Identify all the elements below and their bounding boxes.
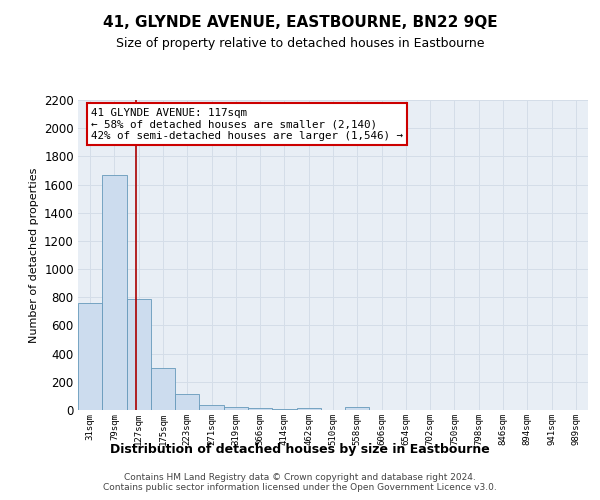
Text: 41 GLYNDE AVENUE: 117sqm
← 58% of detached houses are smaller (2,140)
42% of sem: 41 GLYNDE AVENUE: 117sqm ← 58% of detach…	[91, 108, 403, 141]
Text: 41, GLYNDE AVENUE, EASTBOURNE, BN22 9QE: 41, GLYNDE AVENUE, EASTBOURNE, BN22 9QE	[103, 15, 497, 30]
Y-axis label: Number of detached properties: Number of detached properties	[29, 168, 38, 342]
Bar	[127, 298, 151, 410]
Bar	[78, 303, 102, 410]
Bar	[345, 407, 370, 410]
Bar	[102, 174, 127, 410]
Bar	[272, 408, 296, 410]
Text: Distribution of detached houses by size in Eastbourne: Distribution of detached houses by size …	[110, 442, 490, 456]
Bar	[248, 408, 272, 410]
Bar	[199, 405, 224, 410]
Text: Size of property relative to detached houses in Eastbourne: Size of property relative to detached ho…	[116, 38, 484, 51]
Bar	[224, 407, 248, 410]
Bar	[175, 394, 199, 410]
Bar	[296, 408, 321, 410]
Text: Contains HM Land Registry data © Crown copyright and database right 2024.
Contai: Contains HM Land Registry data © Crown c…	[103, 472, 497, 492]
Bar	[151, 368, 175, 410]
